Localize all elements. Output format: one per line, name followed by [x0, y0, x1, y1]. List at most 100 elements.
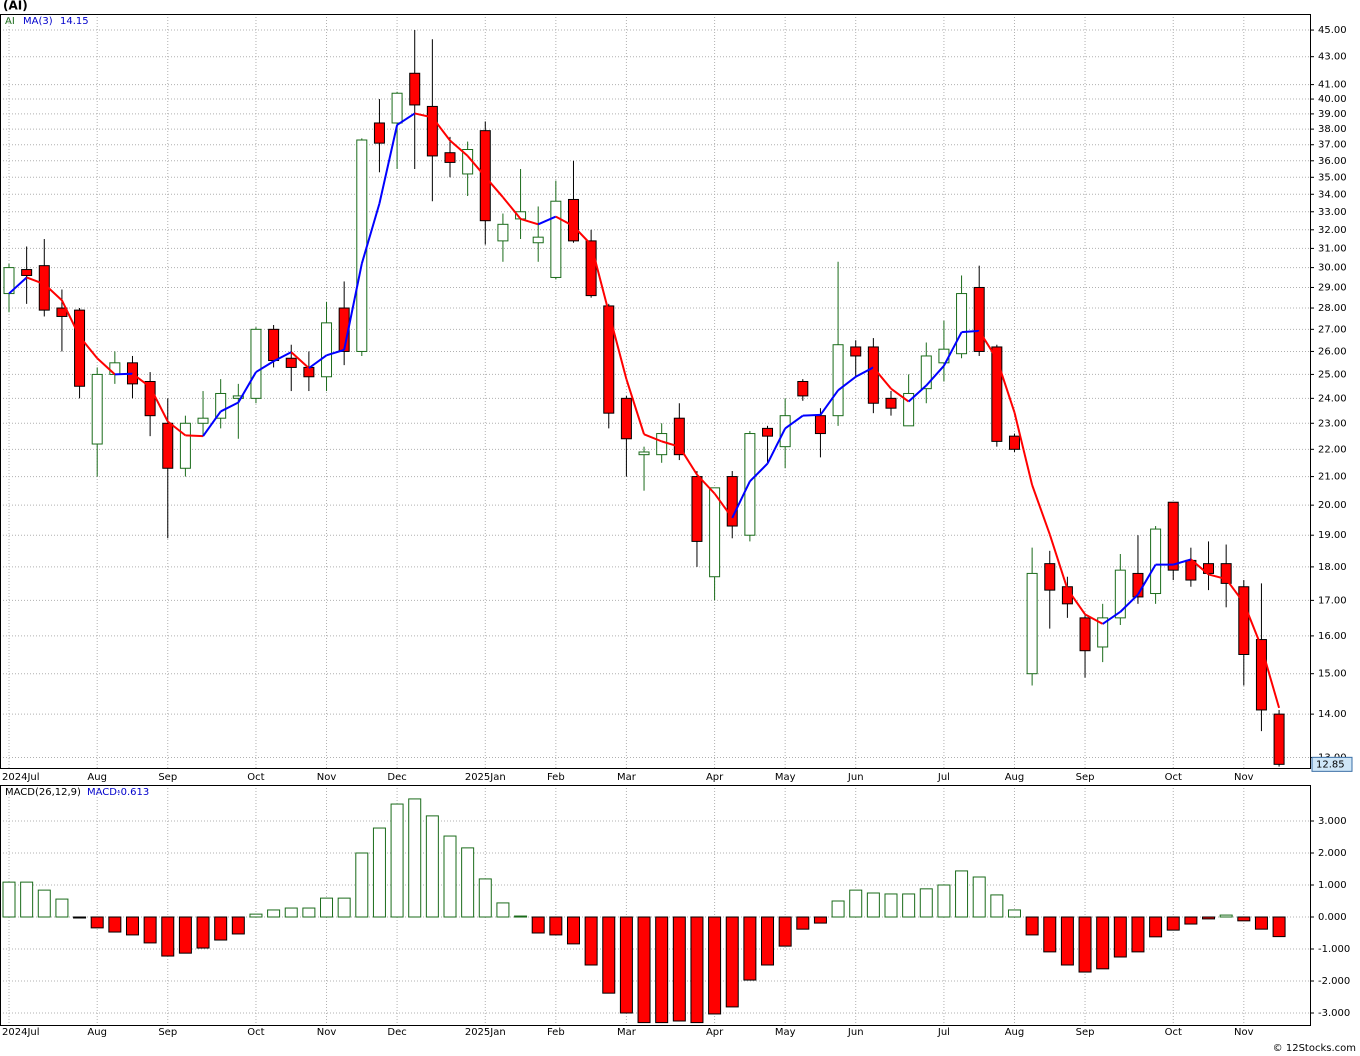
y-tick-label: 45.00 [1318, 25, 1347, 36]
ma-line [61, 299, 81, 337]
y-tick-label: -2.000 [1318, 976, 1350, 987]
candle-body [232, 395, 244, 399]
macd-bar [443, 835, 457, 918]
y-tick-label: 21.00 [1318, 472, 1347, 483]
candle-body [691, 476, 703, 542]
macd-bar [1237, 916, 1251, 922]
y-tick-label: 18.00 [1318, 562, 1347, 573]
macd-bar [425, 815, 439, 918]
ma-line [1048, 533, 1069, 590]
ma-line [114, 372, 133, 376]
candle-body [1150, 528, 1162, 595]
macd-bar [355, 852, 369, 918]
macd-bar [390, 803, 404, 918]
ma-line [290, 351, 310, 369]
macd-title: MACD(26,12,9) [5, 787, 81, 798]
macd-bar [178, 916, 192, 954]
candle-body [973, 286, 985, 352]
x-tick-label: 2024Jul [2, 772, 40, 783]
x-tick-label: 2025Jan [465, 1027, 506, 1038]
ma-line [749, 462, 769, 483]
y-tick-label: 22.00 [1318, 444, 1347, 455]
candle-body [620, 397, 632, 440]
ma-line [1225, 578, 1245, 604]
y-tick-label: 16.00 [1318, 631, 1347, 642]
macd-bar [708, 916, 722, 1015]
macd-bar [602, 916, 616, 994]
macd-bar [619, 916, 633, 1014]
candle-body [867, 346, 879, 404]
macd-bar [796, 916, 810, 930]
y-tick-label: -3.000 [1318, 1008, 1350, 1019]
y-tick-label: 23.00 [1318, 418, 1347, 429]
macd-bar [972, 876, 986, 918]
macd-bar [884, 893, 898, 918]
candle-body [550, 200, 562, 278]
x-tick-label: May [775, 772, 796, 783]
ma-line [78, 335, 98, 359]
candle-body [1008, 435, 1020, 450]
ma-line [466, 155, 487, 178]
ma-line [819, 389, 839, 416]
y-tick-label: 35.00 [1318, 172, 1347, 183]
y-tick-label: 33.00 [1318, 207, 1347, 218]
candle-body [709, 487, 721, 578]
ma-line [8, 276, 28, 295]
ma-line [1172, 558, 1192, 566]
y-tick-label: 17.00 [1318, 595, 1347, 606]
x-tick-label: Sep [1076, 772, 1095, 783]
macd-bar [672, 916, 686, 1022]
y-tick-label: 20.00 [1318, 500, 1347, 511]
macd-bar [566, 916, 580, 945]
ma-line [378, 124, 399, 204]
candle-body [303, 366, 315, 378]
y-tick-label: 37.00 [1318, 140, 1347, 151]
candle-body [1114, 569, 1126, 619]
candle-body [1255, 639, 1267, 711]
candle-body [1238, 586, 1250, 655]
ma-line [1260, 646, 1281, 709]
ma-line [678, 446, 698, 476]
macd-bar [690, 916, 704, 1024]
ma-line [1102, 611, 1121, 625]
x-tick-label: Oct [1165, 772, 1182, 783]
candle-body [832, 344, 844, 417]
x-tick-label: Mar [617, 1027, 637, 1038]
y-tick-label: 27.00 [1318, 324, 1347, 335]
ma-line [343, 263, 363, 351]
last-price-label: 12.85 [1316, 759, 1345, 770]
macd-bar [1007, 909, 1021, 918]
macd-bar [531, 916, 545, 934]
ma-last-value: 14.15 [60, 16, 89, 27]
macd-bar [478, 878, 492, 918]
candle-body [567, 198, 579, 242]
ma-line [1208, 573, 1227, 581]
candle-body [638, 451, 650, 456]
ma-line [96, 357, 116, 376]
candle-body [762, 427, 774, 437]
x-tick-label: Nov [317, 1027, 337, 1038]
panel-frame [0, 14, 1311, 769]
macd-label: MACD: [87, 787, 120, 798]
ma-line [837, 375, 857, 392]
candle-body [91, 373, 103, 445]
x-tick-label: 2024Jul [2, 1027, 40, 1038]
ma-line [502, 196, 522, 220]
ma-line [520, 217, 539, 226]
x-tick-label: Dec [387, 1027, 406, 1038]
macd-bar [725, 916, 739, 1008]
ma-line [943, 331, 963, 367]
macd-bar [584, 916, 598, 966]
y-tick-label: 0.000 [1318, 912, 1347, 923]
candle-body [356, 139, 368, 352]
macd-bar [955, 870, 969, 918]
candle-body [903, 392, 915, 427]
candle-body [797, 380, 809, 397]
y-tick-label: 2.000 [1318, 848, 1347, 859]
macd-bar [1166, 916, 1180, 931]
ma-line [308, 354, 328, 369]
ma-line [890, 387, 910, 403]
y-tick-label: 38.00 [1318, 124, 1347, 135]
macd-bar [1202, 916, 1216, 920]
